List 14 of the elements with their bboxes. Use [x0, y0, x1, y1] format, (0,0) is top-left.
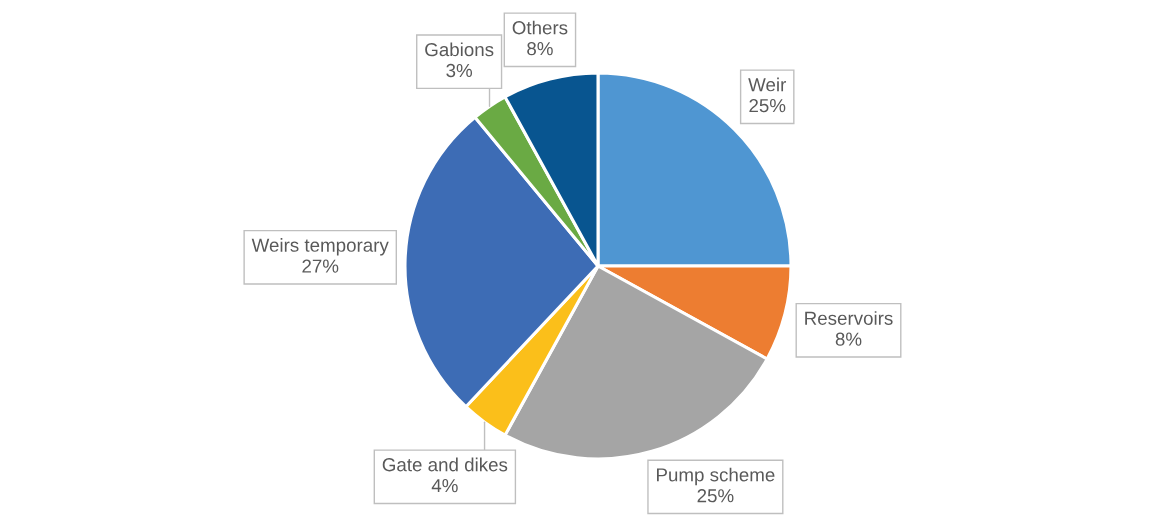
data-label: 3% [446, 63, 473, 78]
data-label: 25% [749, 98, 786, 113]
slice-label: Pump scheme [657, 467, 775, 486]
slice-label: Gabions [425, 42, 494, 57]
slice-label: Reservoirs [805, 311, 893, 325]
slice-label: Gate and dikes [382, 457, 508, 472]
data-label: 4% [431, 479, 458, 493]
slice-label: Weir [748, 77, 787, 92]
data-label: 8% [835, 332, 862, 346]
data-label: 27% [302, 259, 339, 273]
data-label: 8% [527, 42, 553, 56]
data-label: 25% [697, 489, 734, 503]
slice-label: Weirs temporary [251, 238, 389, 256]
slice-label: Others [512, 20, 568, 35]
